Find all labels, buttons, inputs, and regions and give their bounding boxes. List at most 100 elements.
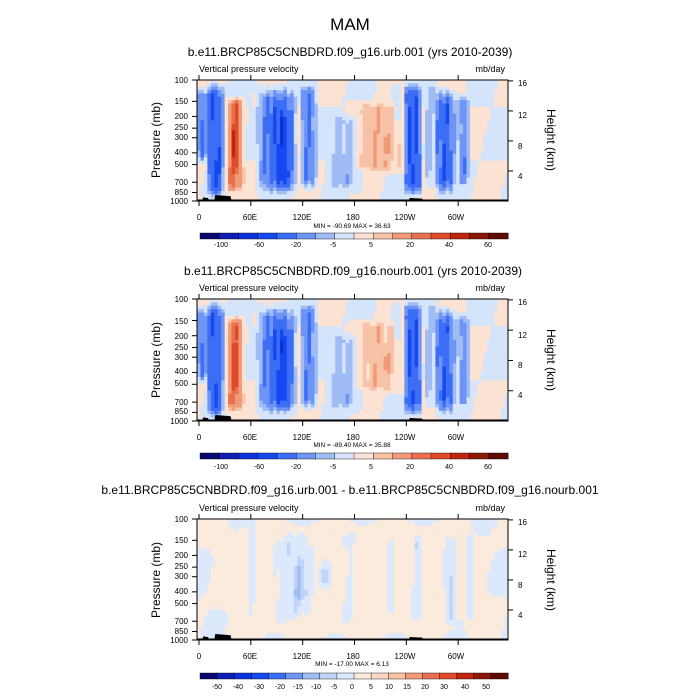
heatmap-cell [373,194,378,199]
heatmap-cell [414,187,419,192]
heatmap-cell [393,100,399,105]
heatmap-cell [497,167,502,172]
heatmap-cell [407,90,412,95]
heatmap-cell [380,187,385,192]
heatmap-cell [483,356,488,361]
heatmap-cell [345,80,350,84]
heatmap-cell [235,302,240,307]
heatmap-cell [255,336,260,341]
heatmap-cell [224,103,229,108]
heatmap-cell [387,299,392,303]
heatmap-cell [476,299,481,303]
heatmap-cell [238,174,243,179]
heatmap-cell [383,160,388,165]
heatmap-cell [487,100,492,105]
heatmap-cell [428,346,433,351]
heatmap-cell [487,336,492,341]
heatmap-cell [245,299,250,303]
heatmap-cell [449,130,454,135]
heatmap-cell [224,339,229,344]
heatmap-cell [362,100,367,105]
heatmap-cell [269,177,274,182]
heatmap-cell [373,356,378,361]
heatmap-cell [463,93,468,98]
heatmap-cell [200,100,205,105]
heatmap-cell [314,336,319,341]
heatmap-cell [431,93,437,98]
heatmap-cell [293,80,298,84]
heatmap-cell [449,83,454,88]
heatmap-cell [355,80,361,84]
heatmap-cell [421,83,426,88]
heatmap-cell [355,110,361,115]
heatmap-cell [366,167,371,172]
heatmap-cell [321,150,326,155]
heatmap-cell [273,110,278,115]
heatmap-cell [435,150,440,155]
heatmap-cell [245,90,250,95]
heatmap-cell [362,93,367,98]
heatmap-cell [407,106,412,111]
heatmap-cell [273,299,278,303]
heatmap-cell [366,180,371,185]
heatmap-cell [238,309,243,314]
heatmap-cell [262,322,267,327]
heatmap-cell [359,127,364,132]
heatmap-cell [438,302,443,307]
heatmap-cell [245,180,250,185]
heatmap-cell [466,86,471,91]
heatmap-cell [366,93,371,98]
heatmap-cell [366,356,371,361]
heatmap-cell [393,86,399,91]
heatmap-cell [311,190,316,195]
heatmap-cell [376,194,381,199]
heatmap-cell [442,130,447,135]
heatmap-cell [224,83,229,88]
heatmap-cell [376,336,381,341]
heatmap-cell [279,332,284,337]
heatmap-cell [449,123,454,128]
heatmap-cell [307,133,312,138]
heatmap-cell [297,106,302,111]
heatmap-cell [317,322,322,327]
heatmap-cell [331,319,336,324]
heatmap-cell [380,190,385,195]
heatmap-cell [407,150,412,155]
heatmap-cell [480,184,485,189]
heatmap-cell [207,164,212,168]
heatmap-cell [279,184,284,189]
heatmap-cell [331,86,336,91]
heatmap-cell [355,123,361,128]
heatmap-cell [459,170,464,175]
heatmap-cell [290,180,295,185]
heatmap-cell [449,100,454,105]
heatmap-cell [490,299,495,303]
heatmap-cell [466,127,471,132]
heatmap-cell [369,349,374,354]
heatmap-cell [449,164,454,168]
heatmap-cell [328,123,333,128]
heatmap-cell [487,170,492,175]
heatmap-cell [200,194,205,199]
heatmap-cell [248,106,253,111]
heatmap-cell [269,299,274,303]
heatmap-cell [200,93,205,98]
heatmap-cell [418,83,423,88]
heatmap-cell [207,106,212,111]
heatmap-cell [245,174,250,179]
heatmap-cell [445,343,450,348]
heatmap-cell [362,319,367,324]
heatmap-cell [255,332,260,337]
heatmap-cell [400,133,405,138]
heatmap-cell [428,343,433,348]
heatmap-cell [286,83,291,88]
heatmap-cell [393,157,399,162]
heatmap-cell [273,356,278,361]
heatmap-cell [407,96,412,101]
heatmap-cell [352,312,357,317]
figure-title: MAM [330,15,370,34]
heatmap-cell [307,80,312,84]
heatmap-cell [290,86,295,91]
heatmap-cell [400,100,405,105]
heatmap-cell [380,322,385,327]
